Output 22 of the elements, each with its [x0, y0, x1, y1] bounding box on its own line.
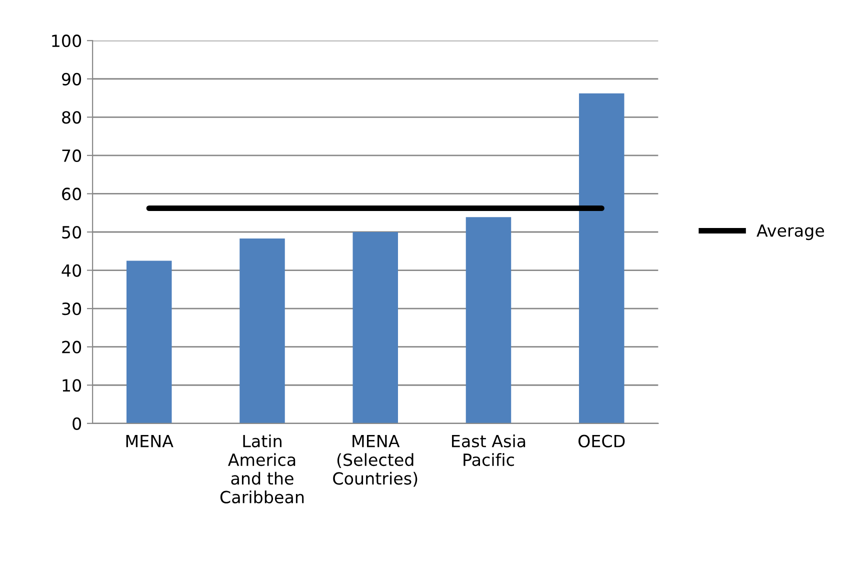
- y-tick-label: 70: [62, 149, 82, 162]
- y-tick-label: 20: [62, 340, 82, 354]
- y-tick-label: 10: [62, 379, 82, 392]
- x-tick-label: Latin America and the Caribbean: [220, 434, 304, 504]
- x-tick-label: OECD: [578, 434, 625, 448]
- x-tick-label: East Asia Pacific: [452, 434, 526, 466]
- bar: [352, 232, 398, 424]
- bar: [578, 93, 624, 424]
- y-tick-label: 100: [52, 34, 82, 48]
- y-tick-label: 90: [62, 72, 82, 86]
- x-tick-label: MENA (Selected Countries): [333, 435, 418, 487]
- y-tick-label: 80: [62, 111, 82, 124]
- x-tick-label: MENA: [126, 435, 174, 448]
- y-tick-label: 30: [62, 302, 82, 316]
- y-tick-label: 60: [62, 188, 82, 200]
- legend-label: Average: [756, 224, 824, 240]
- y-tick-label: 50: [62, 226, 82, 239]
- bar: [126, 260, 172, 424]
- bar: [240, 238, 285, 424]
- y-tick-label: 0: [72, 417, 82, 430]
- y-tick-label: 40: [62, 264, 82, 277]
- bar: [466, 217, 512, 424]
